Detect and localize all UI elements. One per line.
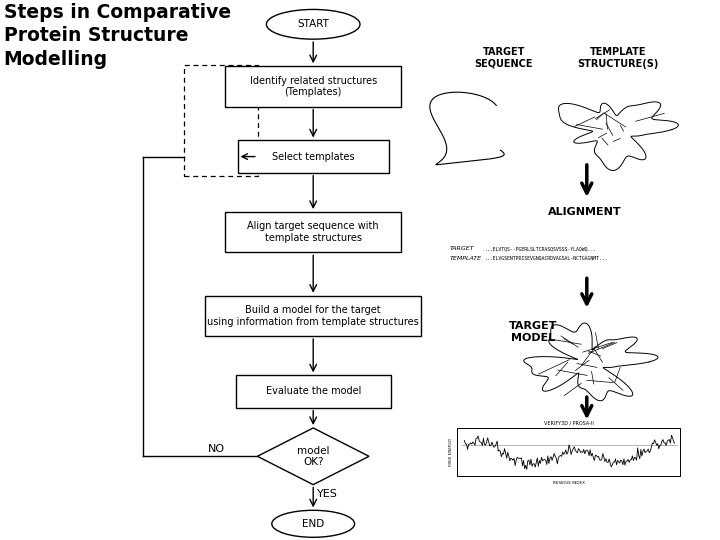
Ellipse shape	[271, 510, 354, 537]
Text: ...ELVTQS--PGERLSLTCRASQSVSSS-YLAQWQ...: ...ELVTQS--PGERLSLTCRASQSVSSS-YLAQWQ...	[485, 246, 597, 251]
Text: YES: YES	[318, 489, 338, 499]
Text: TEMPLATE: TEMPLATE	[450, 255, 482, 261]
Text: Align target sequence with
template structures: Align target sequence with template stru…	[248, 221, 379, 243]
FancyBboxPatch shape	[236, 375, 390, 408]
FancyBboxPatch shape	[225, 66, 402, 106]
Text: Select templates: Select templates	[272, 152, 354, 161]
Text: TEMPLATE
STRUCTURE(S): TEMPLATE STRUCTURE(S)	[577, 47, 659, 69]
Text: Evaluate the model: Evaluate the model	[266, 387, 361, 396]
Text: RESIDUE INDEX: RESIDUE INDEX	[553, 481, 585, 484]
Text: TARGET
MODEL: TARGET MODEL	[508, 321, 557, 343]
FancyBboxPatch shape	[225, 212, 402, 252]
Text: model
OK?: model OK?	[297, 446, 330, 467]
Text: Steps in Comparative
Protein Structure
Modelling: Steps in Comparative Protein Structure M…	[4, 3, 230, 69]
FancyBboxPatch shape	[238, 140, 389, 173]
Text: END: END	[302, 519, 324, 529]
Text: Identify related structures
(Templates): Identify related structures (Templates)	[250, 76, 377, 97]
Text: Build a model for the target
using information from template structures: Build a model for the target using infor…	[207, 305, 419, 327]
Polygon shape	[258, 428, 369, 485]
Text: ALIGNMENT: ALIGNMENT	[548, 207, 621, 217]
Text: VERIFY3D / PROSA-II: VERIFY3D / PROSA-II	[544, 421, 594, 426]
Ellipse shape	[266, 10, 360, 39]
Text: TARGET
SEQUENCE: TARGET SEQUENCE	[474, 47, 534, 69]
Text: FREE ENERGY: FREE ENERGY	[449, 438, 454, 466]
Text: START: START	[297, 19, 329, 29]
FancyBboxPatch shape	[205, 296, 421, 336]
FancyBboxPatch shape	[457, 428, 680, 476]
Text: TARGET: TARGET	[450, 246, 474, 251]
Text: NO: NO	[207, 444, 225, 454]
Text: ...ELVGSENTPDISEVGNQACRDVAGSAL-NCTGAGNMT...: ...ELVGSENTPDISEVGNQACRDVAGSAL-NCTGAGNMT…	[485, 255, 608, 261]
